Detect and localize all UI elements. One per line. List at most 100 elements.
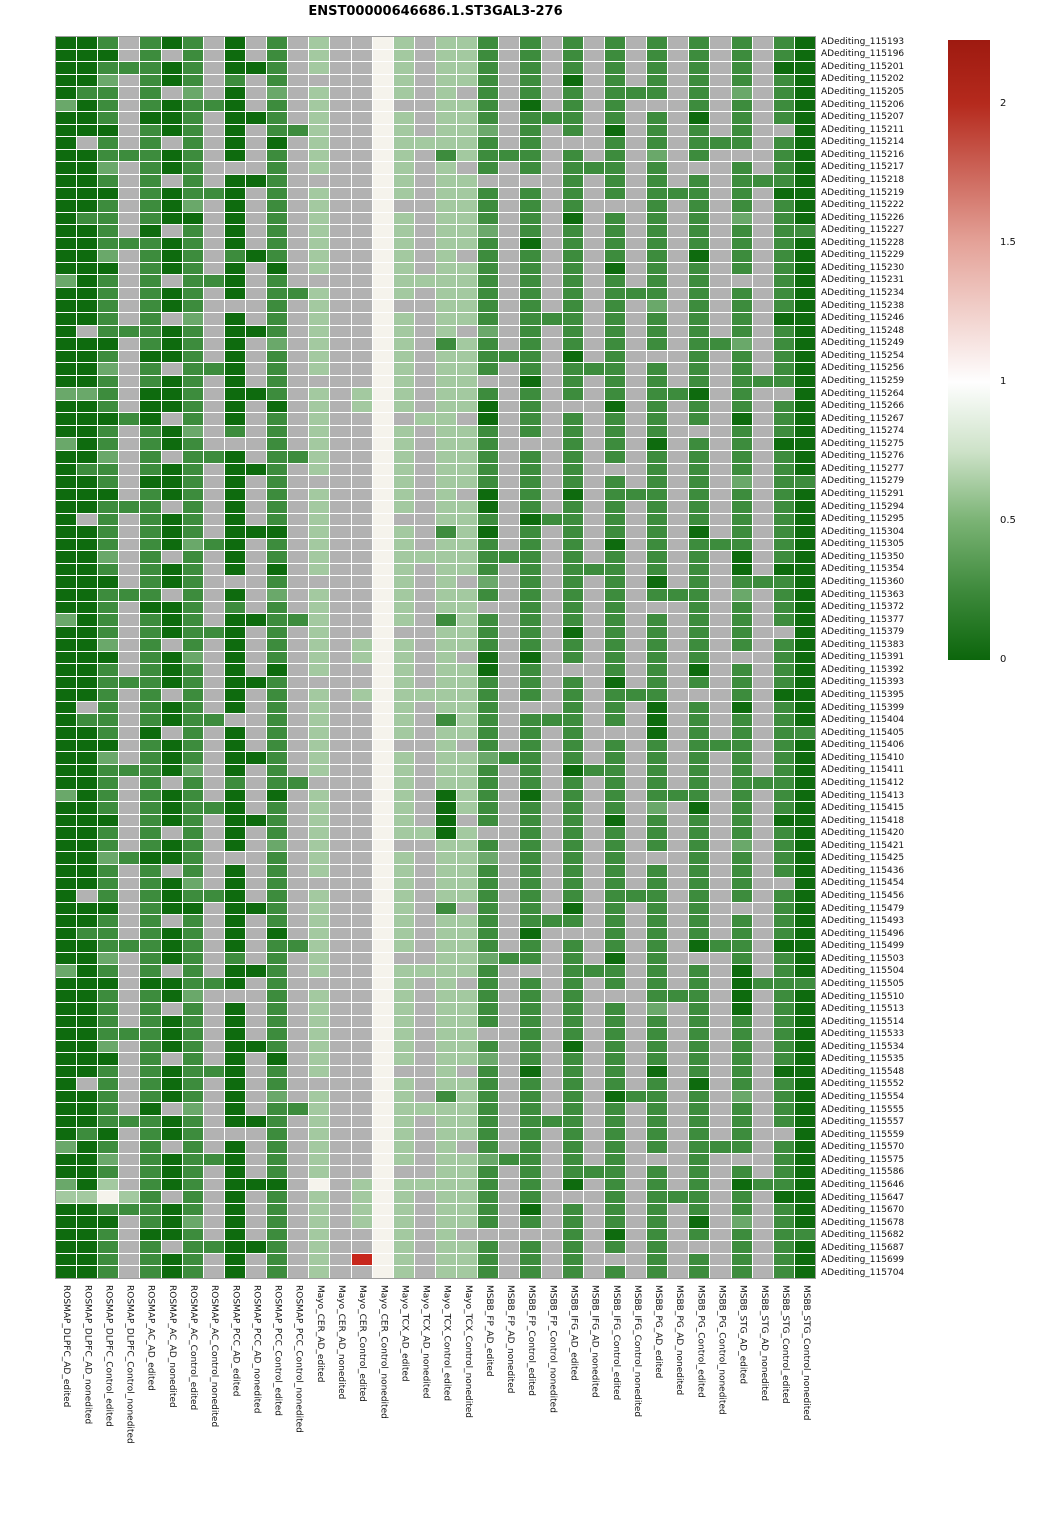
heatmap-cell (245, 463, 267, 476)
heatmap-cell (435, 363, 457, 375)
heatmap-cell (203, 37, 224, 49)
heatmap-cell (182, 965, 203, 977)
heatmap-cell (161, 538, 182, 551)
heatmap-cell (541, 99, 562, 112)
heatmap-cell (140, 1141, 161, 1153)
heatmap-cell (161, 313, 182, 325)
heatmap-cell (435, 614, 457, 626)
heatmap-cell (794, 977, 815, 990)
heatmap-cell (689, 313, 710, 325)
heatmap-cell (520, 927, 541, 940)
heatmap-cell (499, 99, 520, 112)
heatmap-cell (161, 62, 182, 74)
heatmap-cell (414, 1078, 435, 1090)
heatmap-cell (647, 1203, 668, 1216)
heatmap-cell (668, 589, 689, 601)
heatmap-cell (457, 764, 478, 777)
heatmap-cell (731, 563, 752, 576)
heatmap-cell (245, 727, 267, 739)
heatmap-cell (625, 1015, 647, 1028)
heatmap-cell (56, 1178, 77, 1191)
heatmap-cell (773, 538, 794, 551)
heatmap-cell (625, 488, 647, 501)
heatmap-cell (77, 689, 98, 701)
heatmap-cell (710, 927, 731, 940)
heatmap-cell (245, 827, 267, 839)
heatmap-cell (541, 1015, 562, 1028)
heatmap-cell (267, 99, 288, 112)
heatmap-cell (499, 350, 520, 363)
heatmap-cell (710, 1128, 731, 1140)
heatmap-cell (351, 977, 372, 990)
heatmap-cell (752, 350, 773, 363)
heatmap-cell (245, 476, 267, 488)
heatmap-cell (351, 37, 372, 49)
heatmap-cell (372, 225, 393, 237)
heatmap-cell (140, 413, 161, 425)
heatmap-cell (309, 777, 330, 789)
heatmap-cell (182, 1003, 203, 1015)
heatmap-cell (583, 1266, 604, 1278)
heatmap-cell (56, 175, 77, 187)
heatmap-cell (98, 162, 119, 174)
heatmap-cell (541, 200, 562, 212)
heatmap-cell (330, 852, 351, 864)
column-label: MSBB_STG_Control_nonedited (801, 1285, 812, 1421)
heatmap-cell (435, 839, 457, 852)
heatmap-cell (267, 451, 288, 463)
heatmap-cell (583, 425, 604, 438)
heatmap-cell (478, 1253, 499, 1266)
row-label: ADediting_115214 (821, 137, 905, 148)
heatmap-cell (541, 1178, 562, 1191)
heatmap-cell (56, 1003, 77, 1015)
heatmap-cell (583, 451, 604, 463)
heatmap-cell (773, 614, 794, 626)
heatmap-cell (583, 752, 604, 764)
heatmap-cell (625, 388, 647, 400)
heatmap-cell (435, 1003, 457, 1015)
heatmap-cell (372, 915, 393, 927)
heatmap-cell (98, 1078, 119, 1090)
heatmap-cell (647, 1266, 668, 1278)
heatmap-cell (161, 74, 182, 87)
heatmap-cell (604, 112, 625, 124)
heatmap-cell (562, 124, 583, 137)
heatmap-cell (731, 363, 752, 375)
heatmap-cell (414, 137, 435, 149)
heatmap-cell (119, 413, 140, 425)
heatmap-cell (647, 300, 668, 312)
heatmap-cell (583, 676, 604, 689)
heatmap-cell (499, 112, 520, 124)
heatmap-cell (752, 990, 773, 1002)
heatmap-cell (604, 1090, 625, 1103)
heatmap-cell (562, 589, 583, 601)
heatmap-cell (98, 940, 119, 952)
heatmap-cell (351, 476, 372, 488)
heatmap-cell (668, 237, 689, 250)
heatmap-cell (203, 451, 224, 463)
heatmap-cell (56, 1216, 77, 1228)
heatmap-cell (541, 589, 562, 601)
heatmap-cell (689, 262, 710, 275)
heatmap-cell (288, 1053, 309, 1065)
row-label: ADediting_115559 (821, 1129, 905, 1140)
heatmap-cell (56, 689, 77, 701)
heatmap-cell (77, 212, 98, 225)
heatmap-cell (794, 1128, 815, 1140)
heatmap-cell (98, 451, 119, 463)
heatmap-cell (288, 777, 309, 789)
heatmap-cell (372, 62, 393, 74)
heatmap-cell (731, 977, 752, 990)
heatmap-cell (119, 526, 140, 538)
heatmap-cell (56, 538, 77, 551)
heatmap-cell (731, 852, 752, 864)
heatmap-cell (647, 287, 668, 300)
heatmap-cell (435, 1228, 457, 1241)
heatmap-cell (330, 476, 351, 488)
heatmap-cell (372, 149, 393, 162)
heatmap-cell (478, 1141, 499, 1153)
heatmap-cell (140, 1203, 161, 1216)
heatmap-cell (435, 1203, 457, 1216)
heatmap-cell (393, 1228, 414, 1241)
heatmap-cell (647, 1015, 668, 1028)
